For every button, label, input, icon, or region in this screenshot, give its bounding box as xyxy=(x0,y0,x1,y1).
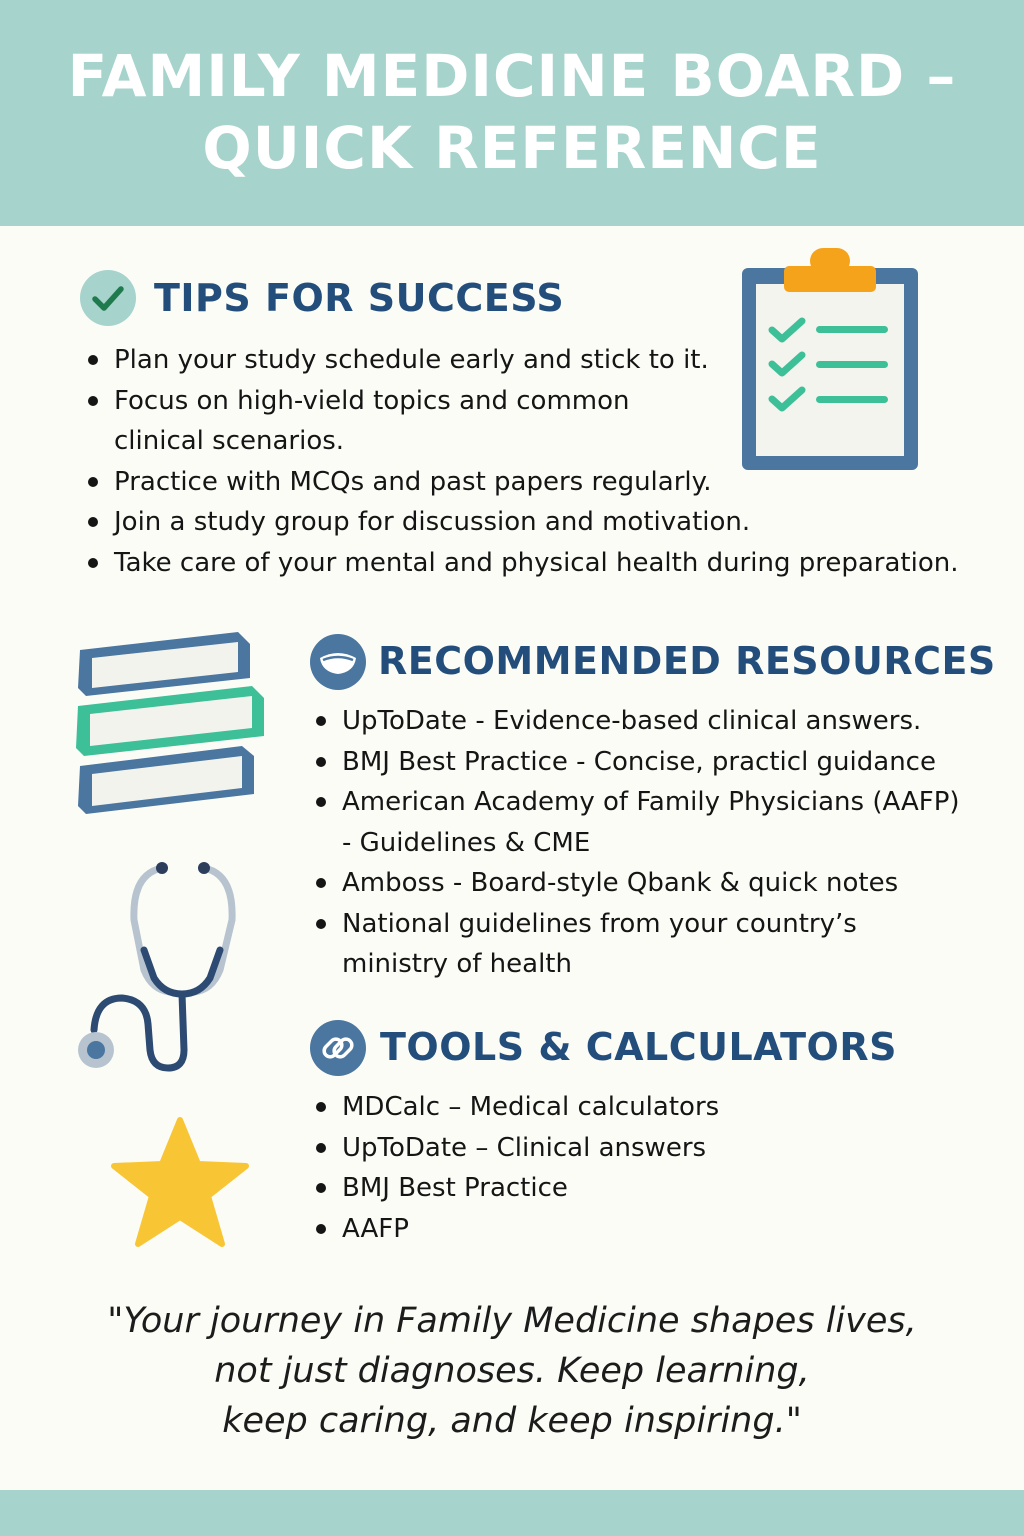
book-stack-icon xyxy=(76,632,264,814)
header-banner: FAMILY MEDICINE BOARD – QUICK REFERENCE xyxy=(0,0,1024,226)
tools-list: MDCalc – Medical calculators UpToDate – … xyxy=(314,1087,964,1249)
resources-heading: RECOMMENDED RESOURCES xyxy=(378,639,996,683)
list-item: Practice with MCQs and past papers regul… xyxy=(86,462,966,503)
resources-list: UpToDate - Evidence-based clinical answe… xyxy=(314,701,964,985)
check-circle-icon xyxy=(80,270,136,326)
page-title: FAMILY MEDICINE BOARD – QUICK REFERENCE xyxy=(0,40,1024,184)
quote-line-1: "Your journey in Family Medicine shapes … xyxy=(107,1301,917,1341)
star-icon xyxy=(111,1117,249,1247)
list-item: BMJ Best Practice xyxy=(314,1168,964,1209)
quote-line-3: keep caring, and keep inspiring." xyxy=(222,1401,802,1441)
list-item: Focus on high-vield topics and common cl… xyxy=(86,381,674,462)
bowl-icon xyxy=(310,634,366,690)
page-title-line-1: FAMILY MEDICINE BOARD – xyxy=(67,42,957,110)
closing-quote: "Your journey in Family Medicine shapes … xyxy=(62,1296,962,1446)
list-item: National guidelines from your country’s … xyxy=(314,904,882,985)
list-item: AAFP xyxy=(314,1209,964,1250)
list-item: Plan your study schedule early and stick… xyxy=(86,340,966,381)
tips-heading: TIPS FOR SUCCESS xyxy=(154,276,565,320)
list-item: MDCalc – Medical calculators xyxy=(314,1087,964,1128)
tips-list: Plan your study schedule early and stick… xyxy=(86,340,966,583)
list-item: UpToDate – Clinical answers xyxy=(314,1128,964,1169)
list-item: Take care of your mental and physical he… xyxy=(86,543,966,584)
clipboard-checklist-icon xyxy=(742,248,918,470)
footer-band xyxy=(0,1490,1024,1536)
list-item: Join a study group for discussion and mo… xyxy=(86,502,966,543)
list-item: American Academy of Family Physicians (A… xyxy=(314,782,964,863)
stethoscope-icon xyxy=(78,862,236,1072)
list-item: UpToDate - Evidence-based clinical answe… xyxy=(314,701,964,742)
quote-line-2: not just diagnoses. Keep learning, xyxy=(214,1351,810,1391)
tools-heading: TOOLS & CALCULATORS xyxy=(380,1025,897,1069)
list-item: Amboss - Board-style Qbank & quick notes xyxy=(314,863,964,904)
list-item: BMJ Best Practice - Concise, practicl gu… xyxy=(314,742,964,783)
link-icon xyxy=(310,1020,366,1076)
page-title-line-2: QUICK REFERENCE xyxy=(202,114,822,182)
